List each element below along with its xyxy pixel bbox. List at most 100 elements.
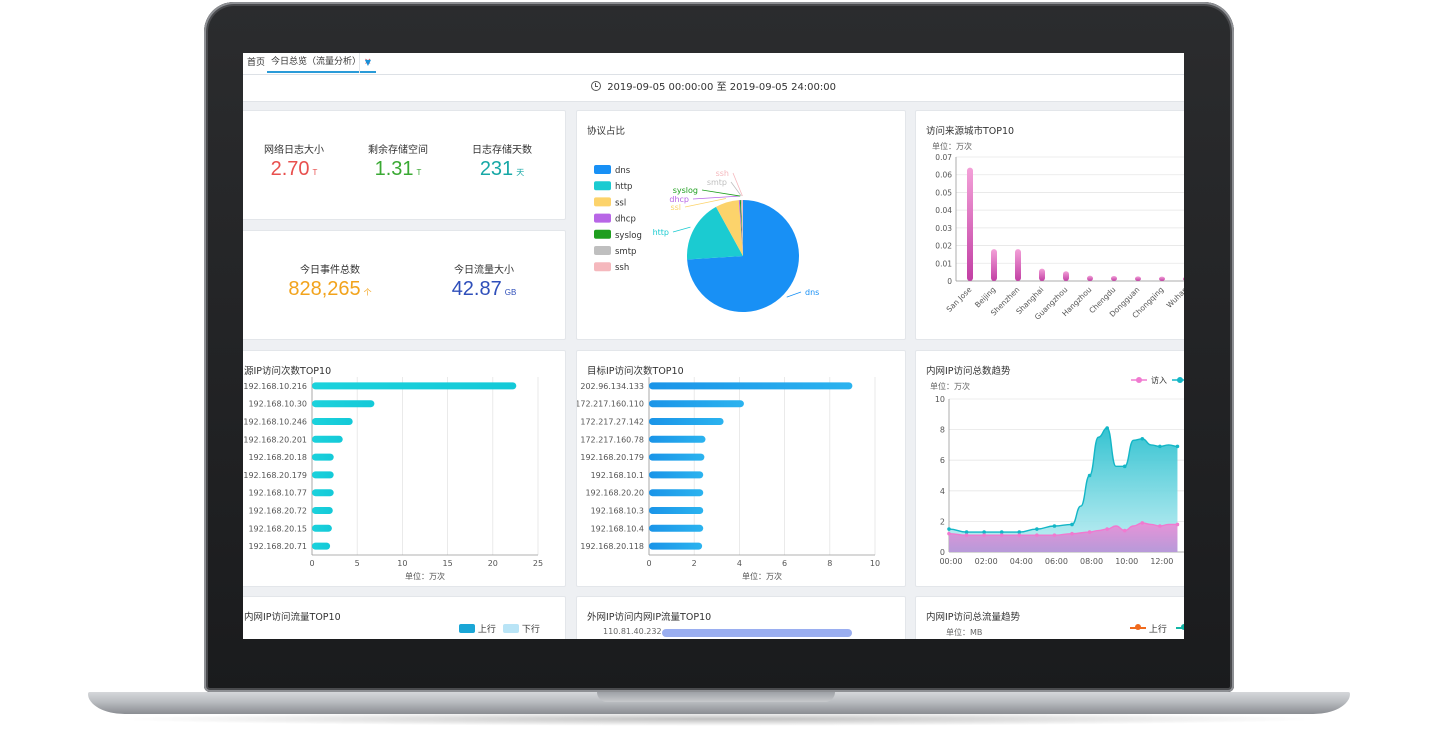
pie-slice-http [687, 206, 743, 260]
city-xtick: Wuhan [1165, 285, 1184, 310]
trend-xtick: 10:00 [1115, 557, 1138, 566]
flow-trend-card: 内网IP访问总流量趋势 单位：MB 上行 [915, 596, 1184, 639]
legend-download-label: 下行 [521, 625, 540, 635]
dst-ip-title: 目标IP访问次数TOP10 [587, 366, 684, 377]
pie-leader-dhcp [692, 195, 740, 200]
external-flow-title: 外网IP访问内网IP流量TOP10 [587, 612, 712, 623]
trend-ytick: 8 [940, 426, 945, 435]
trend-unit: 单位：万次 [930, 381, 970, 391]
src-ytick: 192.168.20.179 [243, 471, 307, 480]
city-ytick: 0.02 [935, 242, 952, 251]
legend-upload[interactable]: 上行 [459, 622, 496, 635]
city-bar [1015, 249, 1021, 281]
intranet-flow-title: 内网IP访问流量TOP10 [244, 612, 341, 623]
trend-point-0 [947, 531, 951, 536]
dst-xlabel: 单位：万次 [742, 571, 782, 581]
dst-ip-card: 目标IP访问次数TOP10 0 2 4 6 8 10 单位：万次 202.96.134.133… [576, 350, 906, 587]
city-ytick: 0 [947, 277, 952, 286]
trend-point-1 [1175, 444, 1180, 449]
laptop-base [88, 692, 1350, 714]
city-bar [991, 249, 997, 281]
close-icon[interactable]: × [364, 57, 372, 67]
src-bar [312, 524, 332, 532]
legend-swatch-syslog [594, 229, 611, 239]
src-xtick: 25 [533, 559, 543, 568]
laptop-notch [597, 692, 835, 702]
stat-log-size-number: 2.70 [270, 158, 310, 180]
trend-point-1 [1140, 436, 1145, 441]
legend-flow-upload[interactable]: 上行 [1130, 622, 1184, 635]
src-bar [312, 400, 375, 408]
dst-ip-bar-chart: 0 2 4 6 8 10 单位：万次 202.96.134.133 172.217.160.11… [577, 377, 880, 581]
pie-leader-dns [786, 291, 802, 298]
src-bar [312, 471, 334, 479]
city-bar [967, 167, 973, 281]
dst-bar [649, 400, 744, 408]
city-card: 访问来源城市TOP10 单位：万次 0 0.01 0.02 0.03 0.04 0.05 0.… [915, 110, 1184, 340]
trend-legend-dot-1 [1177, 377, 1183, 383]
dst-bar [649, 382, 853, 390]
trend-area-0 [949, 522, 1178, 552]
stat-event-total: 今日事件总数 828,265 个 [270, 261, 390, 301]
dst-xtick: 8 [827, 559, 832, 568]
trend-point-0 [999, 533, 1004, 537]
trend-point-1 [1158, 444, 1162, 449]
pie-slice-ssl [716, 200, 743, 256]
city-ytick: 0.03 [935, 224, 952, 233]
stat-event-total-unit: 个 [363, 288, 372, 297]
dst-bar [649, 418, 724, 425]
trend-point-0 [1017, 533, 1022, 537]
dst-ytick: 172.217.160.110 [577, 400, 644, 409]
dst-ytick: 192.168.20.20 [585, 489, 644, 498]
city-unit: 单位：万次 [932, 141, 972, 151]
legend-label-http: http [615, 182, 632, 192]
city-bar [1087, 275, 1093, 281]
trend-xtick: 00:00 [939, 557, 962, 566]
flow-trend-unit: 单位：MB [946, 628, 983, 637]
stat-traffic-total-label: 今日流量大小 [454, 265, 514, 276]
legend-label-dhcp: dhcp [615, 215, 636, 225]
src-xtick: 0 [309, 559, 314, 568]
dashboard-screen: 首页 今日总览（流量分析） × ▼ 2019-09-05 00:00:00 至 2… [243, 53, 1184, 639]
legend-swatch-ssl [594, 197, 611, 207]
protocol-card: 协议占比 dns http ssl dhcp syslog smtp ssh dns http s… [576, 110, 906, 340]
trend-point-1 [964, 530, 969, 534]
src-ytick: 192.168.20.71 [248, 542, 307, 551]
tab-today-overview[interactable]: 今日总览（流量分析） × [267, 53, 376, 73]
pie-label-ssl: ssl [670, 203, 681, 212]
date-separator: 至 [716, 82, 727, 93]
legend-upload-label: 上行 [477, 625, 496, 635]
trend-ytick: 6 [940, 456, 945, 465]
legend-label-ssh: ssh [615, 263, 629, 273]
tab-home[interactable]: 首页 [247, 58, 266, 68]
date-start: 2019-09-05 00:00:00 [607, 82, 714, 93]
legend-download[interactable]: 下行 [503, 622, 540, 635]
city-ytick: 0.06 [935, 171, 952, 180]
dst-bar [649, 453, 705, 461]
trend-xtick: 08:00 [1080, 557, 1103, 566]
src-ytick: 192.168.20.201 [243, 435, 307, 444]
stat-event-total-number: 828,265 [288, 278, 361, 300]
intranet-flow-card: 内网IP访问流量TOP10 上行 下行 [243, 596, 566, 639]
trend-point-1 [1070, 522, 1074, 527]
legend-swatch-ssh [594, 262, 611, 272]
src-xtick: 10 [397, 559, 407, 568]
chevron-down-icon[interactable]: ▼ [359, 53, 376, 73]
date-end: 2019-09-05 24:00:00 [729, 82, 836, 93]
trend-ytick: 0 [940, 548, 945, 557]
legend-swatch-smtp [594, 246, 611, 255]
trend-point-0 [964, 533, 969, 537]
stat-log-size-unit: T [312, 168, 318, 177]
stat-log-size-value: 2.70 T [243, 158, 354, 181]
trend-xtick: 02:00 [975, 557, 998, 566]
dst-ytick: 192.168.20.179 [580, 453, 644, 462]
src-ip-card: 源IP访问次数TOP10 0 5 10 15 20 25 单位：万次 192.168.10.2… [243, 350, 566, 587]
event-stats-card: 今日事件总数 828,265 个 今日流量大小 42.87 GB [243, 230, 566, 340]
date-range-bar[interactable]: 2019-09-05 00:00:00 至 2019-09-05 24:00:0… [243, 75, 1184, 102]
trend-point-0 [982, 533, 986, 537]
src-ytick: 192.168.20.72 [248, 507, 307, 516]
dst-bar [649, 507, 704, 514]
pie-leader-http [672, 226, 691, 233]
stat-storage-days-unit: 天 [516, 168, 525, 177]
protocol-title: 协议占比 [587, 126, 626, 137]
